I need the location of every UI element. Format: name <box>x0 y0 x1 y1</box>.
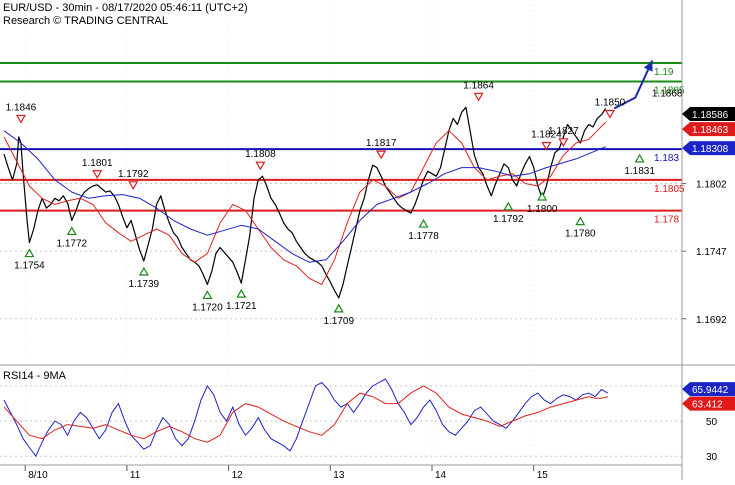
chart-credit: Research © TRADING CENTRAL <box>3 15 168 27</box>
price-tag-label-ma_fast: 1.18463 <box>692 125 729 136</box>
x-tick-label-1: 11 <box>130 470 141 480</box>
up-marker-2 <box>66 226 77 236</box>
price-tag-ma_slow <box>682 141 735 156</box>
down-marker-10 <box>376 150 387 160</box>
price-annotations: 1.1846 1.1754 1.1772 1.1801 1.1792 1.1739 1.17… <box>6 80 683 327</box>
rsi_ma-line <box>3 385 608 443</box>
annotation-label-18: 1.1850 <box>595 98 626 109</box>
up-marker-1 <box>24 248 35 258</box>
up-marker-13 <box>503 201 514 211</box>
down-marker-16 <box>558 138 569 148</box>
main-panel-bg <box>0 0 682 365</box>
up-marker-19 <box>634 153 645 163</box>
y-tick-label-2: 1.1802 <box>696 180 727 191</box>
annotation-label-3: 1.1801 <box>82 158 113 169</box>
annotation-label-6: 1.1720 <box>192 302 223 313</box>
annotation-label-20: 1.1868 <box>652 88 683 99</box>
annotation-label-17: 1.1780 <box>565 229 596 240</box>
chart-title: EUR/USD - 30min - 08/17/2020 05:46:11 (U… <box>3 2 248 14</box>
up-marker-5 <box>138 266 149 276</box>
up-marker-14 <box>537 191 548 201</box>
resistance-label-1: 1.1885 <box>654 85 685 96</box>
down-marker-3 <box>92 170 103 179</box>
grid <box>0 0 682 465</box>
projection-line <box>613 60 654 110</box>
rsi-tag-rsi_ma <box>682 396 735 411</box>
annotation-label-4: 1.1792 <box>118 169 149 180</box>
x-tick-label-5: 15 <box>537 470 549 480</box>
annotation-label-13: 1.1792 <box>493 214 524 225</box>
rsi-tag-rsi <box>682 382 735 397</box>
annotation-label-7: 1.1721 <box>226 301 257 312</box>
price-tag-label-current: 1.18586 <box>692 110 729 121</box>
up-marker-17 <box>575 216 586 226</box>
annotation-label-0: 1.1846 <box>6 102 37 113</box>
rsi-tag-label-rsi: 65.9442 <box>692 385 729 396</box>
down-marker-15 <box>541 141 552 151</box>
support-resistance-levels: 1.19 1.1885 1.183 1.1805 1.178 <box>0 62 685 226</box>
price-line <box>3 106 607 299</box>
down-marker-0 <box>15 114 26 124</box>
up-marker-6 <box>202 290 213 299</box>
up-marker-7 <box>236 288 247 298</box>
annotation-label-5: 1.1739 <box>129 279 160 290</box>
ma_slow-line <box>3 130 606 263</box>
annotation-label-14: 1.1800 <box>527 204 558 215</box>
down-marker-12 <box>473 92 484 102</box>
price-tag-ma_fast <box>682 122 735 137</box>
rsi-tick-label-1: 50 <box>706 417 718 428</box>
y-tick-label-0: 1.1692 <box>696 315 727 326</box>
down-marker-18 <box>604 109 615 119</box>
price-tag-label-ma_slow: 1.18308 <box>692 144 729 155</box>
x-tick-label-4: 14 <box>435 470 447 480</box>
x-axis: 8/10 11 12 13 14 15 <box>24 465 549 481</box>
support-label-3: 1.1805 <box>654 184 685 195</box>
down-marker-8 <box>255 161 266 171</box>
annotation-label-12: 1.1864 <box>463 80 494 91</box>
rsi-tag-label-rsi_ma: 63.412 <box>692 400 723 411</box>
price-tag-current <box>682 106 735 121</box>
y-tick-label-1: 1.1747 <box>696 247 727 258</box>
rsi-label: RSI14 - 9MA <box>3 370 67 382</box>
y-axis: 1.1692 1.1747 1.1802 1.18586 1.18463 1.18308 <box>682 106 735 326</box>
x-tick-label-0: 8/10 <box>28 470 48 480</box>
rsi-tick-label-0: 30 <box>706 452 718 463</box>
down-marker-4 <box>128 181 139 191</box>
annotation-label-10: 1.1817 <box>366 138 397 149</box>
support-label-4: 1.178 <box>654 215 679 226</box>
up-marker-9 <box>333 303 344 313</box>
resistance-label-0: 1.19 <box>654 67 674 78</box>
projection-arrowhead <box>643 60 653 72</box>
rsi-line <box>3 378 609 458</box>
annotation-label-8: 1.1808 <box>245 149 276 160</box>
pivot-label-2: 1.183 <box>654 153 679 164</box>
up-marker-11 <box>418 218 429 228</box>
annotation-label-2: 1.1772 <box>57 238 88 249</box>
main-series <box>3 60 654 299</box>
x-tick-label-2: 12 <box>232 470 244 480</box>
x-tick-label-3: 13 <box>333 470 345 480</box>
annotation-label-9: 1.1709 <box>323 316 354 327</box>
annotation-label-11: 1.1778 <box>408 231 439 242</box>
annotation-label-19: 1.1831 <box>624 166 655 177</box>
ma_fast-line <box>3 121 607 285</box>
annotation-label-1: 1.1754 <box>14 261 45 272</box>
annotation-label-15: 1.1824 <box>531 129 562 140</box>
annotation-label-16: 1.1827 <box>548 126 579 137</box>
